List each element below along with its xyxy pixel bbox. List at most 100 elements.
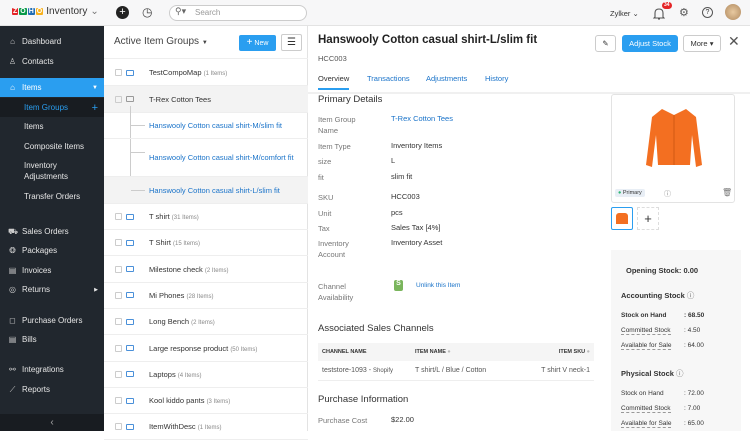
col-header-text: ITEM NAME xyxy=(415,349,446,355)
label: Purchase Orders xyxy=(22,316,83,325)
sidebar-item-items[interactable]: ⌂ Items ▼ xyxy=(0,78,104,97)
row-checkbox[interactable] xyxy=(115,370,122,378)
sidebar-item-purchase-orders[interactable]: ◻ Purchase Orders xyxy=(0,311,104,330)
field-label: SKU xyxy=(318,193,334,202)
add-image-button[interactable]: + xyxy=(637,207,659,230)
list-row[interactable]: Milestone check (2 Items) xyxy=(104,257,308,283)
sidebar-item-reports[interactable]: ⟋ Reports xyxy=(0,380,104,399)
sidebar-item-invoices[interactable]: ▤ Invoices xyxy=(0,261,104,280)
image-thumbnail[interactable] xyxy=(611,207,633,230)
child-row[interactable]: Hanswooly Cotton casual shirt-M/comfort … xyxy=(104,139,308,177)
list-row[interactable]: Large response product (50 Items) xyxy=(104,336,308,362)
table-header: CHANNEL NAME ITEM NAME ● ITEM SKU ● xyxy=(318,343,594,361)
bell-icon[interactable] xyxy=(653,7,665,20)
info-icon[interactable]: ⓘ xyxy=(676,369,684,378)
sidebar: ⌂ Dashboard ♙ Contacts ⌂ Items ▼ Item Groups… xyxy=(0,26,104,431)
row-checkbox[interactable] xyxy=(115,344,122,352)
new-button[interactable]: + New xyxy=(239,35,276,51)
list-row[interactable]: T shirt (31 Items) xyxy=(104,204,308,230)
row-checkbox[interactable] xyxy=(115,291,122,299)
sidebar-item-contacts[interactable]: ♙ Contacts xyxy=(0,52,104,71)
sidebar-item-items-sub[interactable]: Items xyxy=(0,117,104,136)
edit-button[interactable]: ✎ xyxy=(595,35,616,52)
child-item-link[interactable]: Hanswooly Cotton casual shirt-M/slim fit xyxy=(149,121,282,130)
child-row[interactable]: Hanswooly Cotton casual shirt-M/slim fit xyxy=(104,113,308,139)
row-count: (1 Items) xyxy=(197,425,222,432)
recent-history-icon[interactable]: ◷ xyxy=(142,5,153,19)
heading-text: Physical Stock xyxy=(621,369,674,378)
list-row[interactable]: TestCompoMap (1 Items) xyxy=(104,60,308,86)
field-value: HCC003 xyxy=(391,192,420,201)
child-row-selected[interactable]: Hanswooly Cotton casual shirt-L/slim fit xyxy=(104,177,308,204)
accounting-stock-heading: Accounting Stock ⓘ xyxy=(621,290,694,301)
row-checkbox[interactable] xyxy=(115,318,122,326)
item-title: Hanswooly Cotton casual shirt-L/slim fit xyxy=(318,34,538,46)
adjust-stock-button[interactable]: Adjust Stock xyxy=(622,35,678,52)
row-checkbox[interactable] xyxy=(115,239,122,247)
close-icon[interactable]: ✕ xyxy=(728,33,740,49)
new-label: New xyxy=(254,40,269,47)
unlink-item-link[interactable]: Unlink this Item xyxy=(416,282,461,289)
sidebar-item-returns[interactable]: ◎ Returns ▶ xyxy=(0,280,104,299)
field-label: Unit xyxy=(318,209,332,218)
row-checkbox[interactable] xyxy=(115,95,122,103)
trash-icon[interactable]: 🗑︎ xyxy=(722,188,733,197)
row-checkbox[interactable] xyxy=(115,69,122,76)
row-checkbox[interactable] xyxy=(115,213,122,220)
stock-label[interactable]: Committed Stock xyxy=(621,327,671,335)
sidebar-item-item-groups[interactable]: Item Groups + xyxy=(0,98,104,117)
stock-label[interactable]: Available for Sale xyxy=(621,420,672,428)
org-switcher[interactable]: Zylker ⌄ xyxy=(610,9,639,18)
help-icon[interactable]: ? xyxy=(702,7,713,18)
add-icon[interactable]: + xyxy=(91,101,98,114)
sidebar-item-dashboard[interactable]: ⌂ Dashboard xyxy=(0,32,104,51)
info-icon[interactable]: ⓘ xyxy=(686,291,695,300)
row-checkbox[interactable] xyxy=(115,397,122,405)
list-row[interactable]: Laptops (4 Items) xyxy=(104,362,308,388)
sidebar-item-integrations[interactable]: ⚯ Integrations xyxy=(0,360,104,379)
col-header: ITEM SKU ● xyxy=(559,343,590,361)
sidebar-item-packages[interactable]: ❂ Packages xyxy=(0,241,104,260)
invoice-icon: ▤ xyxy=(8,266,17,275)
col-header: ITEM NAME ● xyxy=(415,343,451,361)
sidebar-item-bills[interactable]: ▤ Bills xyxy=(0,330,104,349)
sidebar-item-transfer-orders[interactable]: Transfer Orders xyxy=(0,187,104,206)
child-item-link[interactable]: Hanswooly Cotton casual shirt-L/slim fit xyxy=(149,185,280,195)
child-item-link[interactable]: Hanswooly Cotton casual shirt-M/comfort … xyxy=(149,153,294,162)
field-label: Item Group Name xyxy=(318,115,356,135)
gear-icon[interactable]: ⚙ xyxy=(679,7,689,19)
list-row[interactable]: Mi Phones (28 Items) xyxy=(104,283,308,309)
sidebar-item-composite-items[interactable]: Composite Items xyxy=(0,137,104,156)
info-icon[interactable]: ⓘ xyxy=(664,191,671,198)
item-group-link[interactable]: T-Rex Cotton Tees xyxy=(391,114,453,123)
list-row[interactable]: T Shirt (15 Items) xyxy=(104,230,308,257)
tab-transactions[interactable]: Transactions xyxy=(367,74,410,83)
more-button[interactable]: More ▾ xyxy=(683,35,721,52)
row-checkbox[interactable] xyxy=(115,265,122,273)
channel-item-sku: T shirt V neck-1 xyxy=(541,367,590,374)
quick-create-icon[interactable]: + xyxy=(116,6,129,19)
tab-overview[interactable]: Overview xyxy=(318,74,350,90)
search-input[interactable]: Search xyxy=(169,5,307,21)
tab-history[interactable]: History xyxy=(485,74,509,83)
list-row[interactable]: Long Bench (2 Items) xyxy=(104,309,308,336)
list-view-selector[interactable]: Active Item Groups ▼ xyxy=(114,36,208,47)
stock-label[interactable]: Available for Sale xyxy=(621,342,672,350)
label: Inventory Adjustments xyxy=(24,161,69,181)
row-checkbox[interactable] xyxy=(115,423,122,431)
stock-label[interactable]: Committed Stock xyxy=(621,405,671,413)
help-icon: ● xyxy=(447,349,451,355)
avatar[interactable] xyxy=(725,4,741,20)
sidebar-item-inventory-adjustments[interactable]: Inventory Adjustments xyxy=(0,160,80,182)
tab-adjustments[interactable]: Adjustments xyxy=(426,74,468,83)
sidebar-item-sales-orders[interactable]: ⛟ Sales Orders xyxy=(0,222,104,241)
reports-icon: ⟋ xyxy=(9,384,16,394)
list-row[interactable]: Kool kiddo pants (3 Items) xyxy=(104,388,308,415)
list-row[interactable]: ItemWithDesc (1 Items) xyxy=(104,414,308,440)
primary-badge-label: Primary xyxy=(622,190,642,196)
collapse-sidebar-button[interactable]: ‹ xyxy=(0,414,104,431)
list-row[interactable]: T-Rex Cotton Tees xyxy=(104,86,308,113)
col-header-text: ITEM SKU xyxy=(558,349,586,355)
hamburger-menu-icon[interactable]: ☰ xyxy=(281,34,302,51)
